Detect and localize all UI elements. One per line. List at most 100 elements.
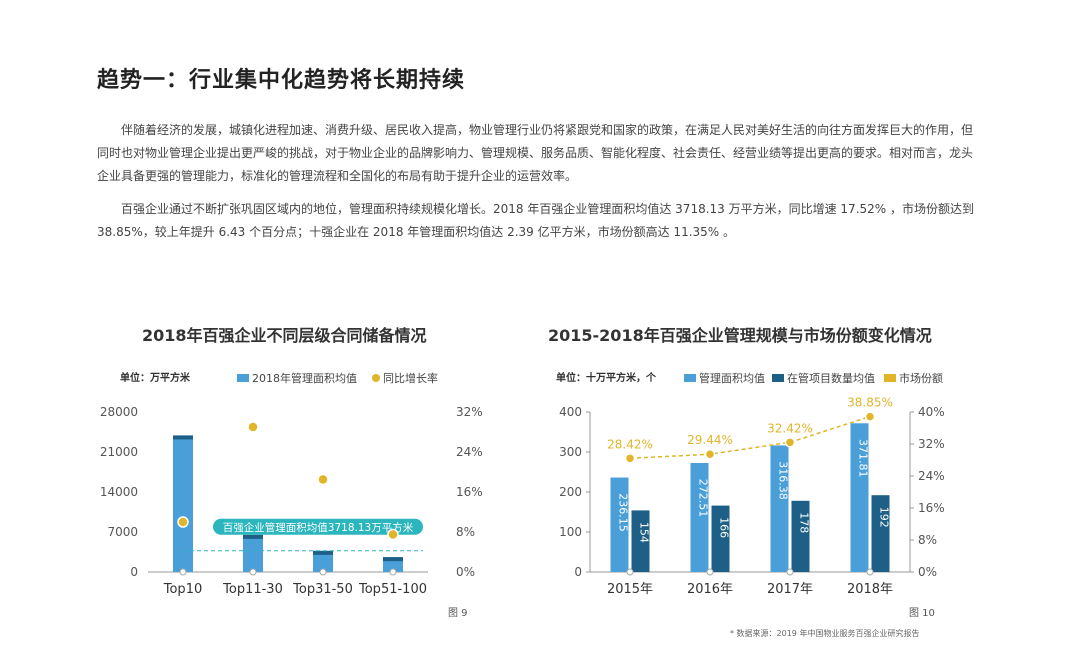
- x-tick-label: Top11-30: [222, 582, 283, 597]
- page-title: 趋势一：行业集中化趋势将长期持续: [97, 68, 466, 93]
- body-paragraph-2: 百强企业通过不断扩张巩固区域内的地位，管理面积持续规模化增长。2018 年百强企…: [97, 202, 974, 239]
- market-share-label: 28.42%: [607, 437, 653, 451]
- y-right-tick-label: 16%: [918, 501, 945, 515]
- y-right-tick-label: 8%: [456, 525, 475, 539]
- y-right-tick-label: 16%: [456, 485, 483, 499]
- reference-label: 百强企业管理面积均值3718.13万平方米: [223, 521, 414, 534]
- market-share-label: 38.85%: [847, 396, 893, 410]
- bar: [243, 534, 263, 572]
- y-right-tick-label: 0%: [456, 565, 475, 579]
- area-bar-label: 371.81: [857, 439, 870, 478]
- y-left-tick-label: 28000: [100, 405, 138, 419]
- area-bar-label: 316.38: [777, 461, 790, 500]
- y-left-tick-label: 300: [559, 445, 582, 459]
- area-bar: [690, 462, 709, 572]
- x-tick-label: 2018年: [847, 582, 893, 597]
- x-axis-marker: [389, 568, 397, 576]
- x-axis-marker: [319, 568, 327, 576]
- reference-label-box: [213, 518, 423, 535]
- projects-bar: [871, 495, 890, 572]
- chart1-plot: 0 7000 14000 21000 28000 0% 8% 16% 24% 32% Top10 To…: [100, 405, 483, 597]
- bar: [313, 550, 333, 572]
- legend-swatch: [772, 374, 784, 382]
- chart2-figure-label: 图 10: [909, 608, 935, 619]
- market-share-label: 32.42%: [767, 421, 813, 435]
- legend-label: 2018年管理面积均值: [252, 372, 357, 385]
- area-bar-label: 236.15: [617, 493, 630, 532]
- y-right-tick-label: 8%: [918, 533, 937, 547]
- market-share-point: [624, 453, 636, 464]
- body-paragraph-1: 伴随着经济的发展，城镇化进程加速、消费升级、居民收入提高，物业管理行业仍将紧跟党…: [97, 123, 974, 183]
- x-axis-marker: [866, 568, 874, 576]
- y-left-tick-label: 14000: [100, 485, 138, 499]
- chart2-title: 2015-2018年百强企业管理规模与市场份额变化情况: [548, 326, 932, 345]
- chart1-unit-label: 单位：万平方米: [120, 373, 190, 384]
- y-right-tick-label: 32%: [918, 437, 945, 451]
- projects-bar-label: 192: [878, 507, 891, 528]
- projects-bar-label: 178: [798, 512, 811, 533]
- legend-swatch: [884, 374, 896, 382]
- chart2-plot: 0 100 200 300 400 0% 8% 16% 24% 32% 40% 236.15 272.5…: [559, 396, 945, 597]
- x-axis-marker: [626, 568, 634, 576]
- bar-top-cap: [173, 435, 193, 440]
- market-share-point: [784, 437, 796, 448]
- x-axis-marker: [786, 568, 794, 576]
- projects-bar: [631, 510, 650, 572]
- x-axis-marker: [249, 568, 257, 576]
- growth-rate-point: [317, 473, 329, 486]
- growth-rate-point: [247, 421, 259, 433]
- chart2-legend-area: 管理面积均值: [684, 370, 765, 386]
- y-left-tick-label: 400: [559, 405, 582, 419]
- bar: [173, 435, 193, 572]
- area-bar-label: 272.51: [697, 479, 710, 517]
- y-left-tick-label: 200: [559, 485, 582, 499]
- y-right-tick-label: 24%: [456, 445, 483, 459]
- growth-rate-point: [177, 516, 189, 528]
- projects-bar: [791, 500, 810, 572]
- bar-top-cap: [313, 550, 333, 555]
- legend-swatch: [237, 374, 249, 382]
- legend-label: 同比增长率: [383, 372, 438, 385]
- y-left-tick-label: 0: [130, 565, 138, 579]
- legend-label: 在管项目数量均值: [787, 372, 875, 385]
- chart1-legend-bar: 2018年管理面积均值: [237, 370, 357, 386]
- x-tick-label: 2016年: [687, 582, 733, 597]
- x-axis-marker: [179, 568, 187, 576]
- chart2-unit-label: 单位：十万平方米，个: [556, 373, 656, 384]
- chart1-title: 2018年百强企业不同层级合同储备情况: [142, 326, 427, 345]
- projects-bar-label: 154: [638, 522, 651, 543]
- bar-top-cap: [383, 557, 403, 562]
- legend-swatch: [372, 374, 380, 382]
- y-left-tick-label: 21000: [100, 445, 138, 459]
- area-bar: [850, 423, 869, 572]
- x-tick-label: Top10: [163, 582, 202, 597]
- market-share-label: 29.44%: [687, 433, 733, 447]
- market-share-line: [629, 415, 871, 460]
- projects-bar-label: 166: [718, 517, 731, 538]
- chart2-legend-share: 市场份额: [884, 370, 943, 386]
- x-tick-label: Top51-100: [358, 582, 427, 597]
- x-tick-label: Top31-50: [292, 582, 353, 597]
- legend-swatch: [684, 374, 696, 382]
- bar-top-cap: [243, 534, 263, 539]
- chart2-legend-projects: 在管项目数量均值: [772, 370, 875, 386]
- x-axis-marker: [706, 568, 714, 576]
- x-tick-label: 2017年: [767, 582, 813, 597]
- market-share-point: [864, 411, 876, 422]
- projects-bar: [711, 505, 730, 572]
- y-left-tick-label: 7000: [107, 525, 138, 539]
- market-share-point: [704, 448, 716, 460]
- area-bar: [770, 445, 789, 572]
- y-right-tick-label: 24%: [918, 469, 945, 483]
- y-right-tick-label: 32%: [456, 405, 483, 419]
- area-bar: [610, 477, 629, 572]
- y-right-tick-label: 0%: [918, 565, 937, 579]
- growth-rate-point: [387, 528, 399, 541]
- x-tick-label: 2015年: [607, 582, 653, 597]
- chart1-legend-dot: 同比增长率: [372, 370, 438, 386]
- y-right-tick-label: 40%: [918, 405, 945, 419]
- y-left-tick-label: 0: [574, 565, 582, 579]
- source-note: * 数据来源：2019 年中国物业服务百强企业研究报告: [730, 629, 920, 638]
- legend-label: 管理面积均值: [699, 372, 765, 385]
- legend-label: 市场份额: [899, 372, 943, 385]
